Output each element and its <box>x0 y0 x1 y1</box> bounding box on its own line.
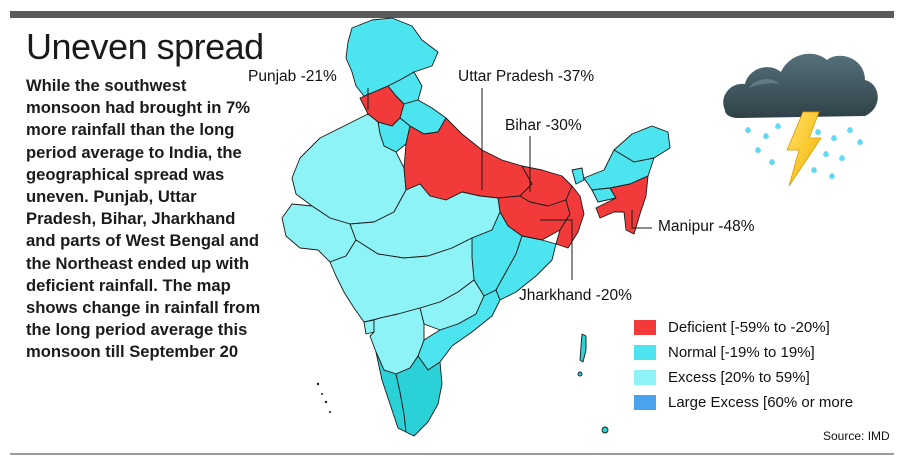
legend-item-normal: Normal [-19% to 19%] <box>634 340 853 365</box>
legend-label-large-excess: Large Excess [60% or more <box>668 394 854 411</box>
region-manipur <box>595 175 649 235</box>
bottom-rule <box>10 453 894 455</box>
callout-punjab: Punjab -21% <box>248 68 337 85</box>
legend-item-large-excess: Large Excess [60% or more <box>634 390 853 415</box>
region-west-bengal <box>555 185 585 249</box>
legend-label-excess: Excess [20% to 59%] <box>668 369 810 386</box>
lakshadweep-dots <box>316 382 331 413</box>
source-credit: Source: IMD <box>823 429 890 443</box>
legend-swatch-normal <box>634 345 656 360</box>
legend-swatch-excess <box>634 370 656 385</box>
region-sikkim <box>571 167 585 185</box>
region-nicobar-islands-2 <box>577 371 583 377</box>
page-title: Uneven spread <box>26 26 264 67</box>
callout-jharkhand: Jharkhand -20% <box>519 287 632 304</box>
callout-uttar-pradesh: Uttar Pradesh -37% <box>458 68 595 85</box>
legend-label-deficient: Deficient [-59% to -20%] <box>668 319 830 336</box>
callout-manipur: Manipur -48% <box>658 218 755 235</box>
legend-label-normal: Normal [-19% to 19%] <box>668 344 815 361</box>
callout-bihar: Bihar -30% <box>505 117 582 134</box>
legend-swatch-deficient <box>634 320 656 335</box>
legend-item-deficient: Deficient [-59% to -20%] <box>634 315 853 340</box>
region-nicobar-islands <box>601 426 609 434</box>
region-goa <box>363 319 375 335</box>
legend-swatch-large-excess <box>634 395 656 410</box>
region-andaman-islands <box>579 333 587 363</box>
leader-manipur <box>631 210 652 229</box>
leader-jharkhand <box>540 219 573 280</box>
map-legend: Deficient [-59% to -20%] Normal [-19% to… <box>634 315 853 415</box>
region-odisha <box>495 235 557 301</box>
legend-item-excess: Excess [20% to 59%] <box>634 365 853 390</box>
description-text: While the southwest monsoon had brought … <box>26 76 261 362</box>
region-tamil-nadu <box>395 355 443 437</box>
storm-cloud-lightning-icon <box>723 53 878 187</box>
top-rule <box>10 11 894 18</box>
